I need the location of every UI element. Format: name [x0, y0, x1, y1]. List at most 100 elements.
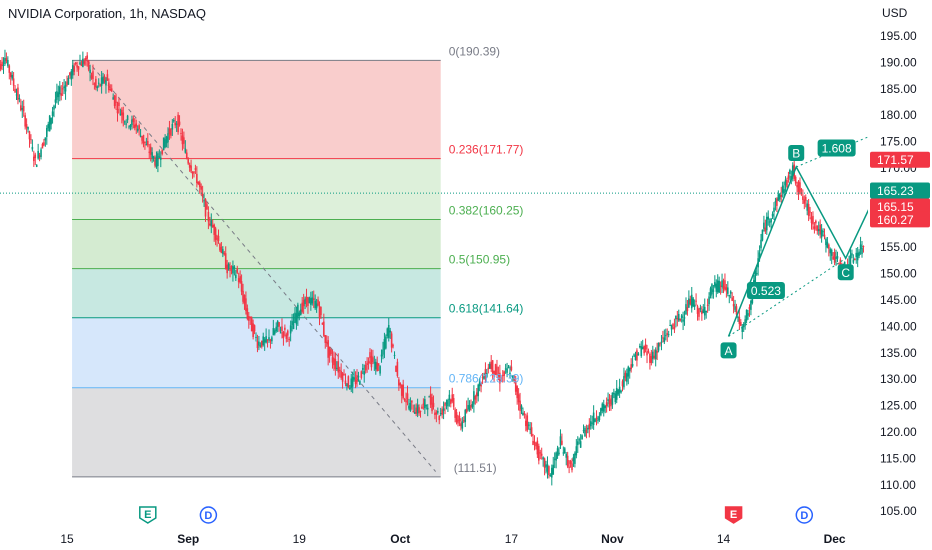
candle-body [745, 309, 748, 321]
candle-body [656, 351, 658, 353]
candle-body [320, 306, 322, 316]
candle-body [709, 288, 712, 296]
candle-body [589, 421, 592, 427]
candle-body [822, 231, 824, 233]
candle-body [178, 121, 181, 125]
candle-body [432, 402, 435, 408]
candle-body [575, 446, 578, 456]
candle-body [667, 334, 670, 336]
candle-body [478, 379, 481, 387]
candle-body [77, 66, 80, 70]
candle-body [57, 92, 60, 98]
candle-body [833, 252, 836, 263]
fib-level-label: 0.236(171.77) [449, 143, 524, 157]
candle-body [555, 452, 557, 461]
candle-body [830, 249, 833, 256]
price-badge [870, 151, 930, 168]
candle-body [419, 411, 422, 413]
candle-body [263, 339, 266, 343]
candle-body [702, 309, 705, 313]
candle-body [832, 256, 834, 260]
candle-body [324, 335, 327, 343]
candle-body [69, 72, 71, 76]
candle-body [506, 368, 508, 373]
pattern-point-badge [720, 342, 737, 359]
pattern-ratio-badge [817, 139, 856, 157]
y-tick-label: 175.00 [880, 135, 917, 149]
candle-body [657, 342, 660, 351]
candle-body [819, 224, 821, 235]
candle-body [706, 304, 709, 306]
candle-body [781, 185, 784, 193]
fib-zone [72, 387, 441, 477]
candle-body [572, 457, 575, 462]
candle-body [525, 420, 527, 427]
candle-body [5, 58, 8, 62]
candle-body [451, 394, 454, 402]
candle-body [382, 349, 384, 355]
candle-body [123, 121, 126, 123]
candle-body [279, 332, 282, 334]
candle-body [682, 319, 684, 322]
candle-body [99, 84, 101, 86]
candle-body [80, 64, 83, 66]
candle-body [193, 171, 195, 173]
candle-body [444, 403, 446, 406]
candle-body [376, 362, 379, 372]
candle-body [60, 93, 63, 96]
candle-body [646, 351, 648, 356]
candle-body [672, 324, 674, 327]
candle-body [132, 118, 135, 123]
candle-body [761, 229, 764, 241]
candle-body [286, 330, 289, 336]
candle-body [276, 320, 279, 327]
candle-body [836, 256, 839, 259]
candle-body [402, 384, 404, 398]
candle-body [343, 374, 345, 376]
candle-body [126, 115, 129, 121]
fib-zone [72, 60, 441, 159]
candle-body [64, 85, 67, 92]
price-badge [870, 182, 930, 199]
candle-body [471, 404, 474, 407]
candle-body [297, 304, 299, 319]
candle-body [659, 343, 661, 345]
candle-body [125, 123, 127, 125]
candle-body [149, 146, 152, 155]
candle-body [34, 154, 37, 159]
candle-body [483, 376, 485, 380]
candle-body [164, 139, 166, 148]
candle-body [851, 253, 853, 256]
earnings-icon: E [724, 506, 743, 524]
candle-body [543, 458, 546, 468]
candle-body [499, 372, 501, 384]
candle-body [364, 365, 367, 371]
candle-body [630, 364, 632, 370]
candle-body [44, 137, 47, 141]
candle-body [647, 350, 650, 352]
candle-body [134, 124, 136, 129]
candle-body [37, 150, 39, 159]
candle-body [162, 137, 165, 151]
candle-body [194, 168, 197, 170]
candle-body [184, 148, 187, 153]
candle-body [556, 448, 559, 457]
candle-body [217, 235, 220, 241]
candle-body [812, 215, 814, 225]
y-tick-label: 125.00 [880, 399, 917, 413]
y-tick-label: 105.00 [880, 504, 917, 518]
candle-body [278, 322, 280, 327]
candle-body [532, 440, 534, 445]
candle-body [383, 339, 386, 350]
candle-body [574, 453, 576, 464]
candle-body [732, 304, 735, 307]
candle-body [608, 399, 611, 405]
candle-body [314, 300, 316, 309]
time-axis-bg [0, 525, 868, 550]
candle-body [11, 74, 13, 79]
candle-body [800, 189, 803, 191]
candle-body [504, 368, 507, 370]
candle-body [692, 298, 694, 307]
candle-body [522, 412, 524, 416]
